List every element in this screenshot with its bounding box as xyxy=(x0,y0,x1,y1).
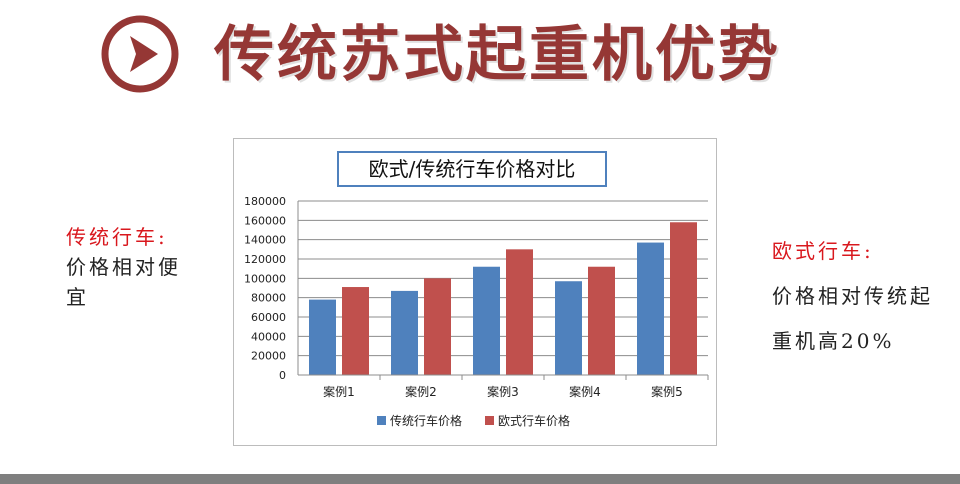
bar-traditional xyxy=(309,299,336,375)
y-tick-label: 20000 xyxy=(251,350,286,363)
y-tick-label: 80000 xyxy=(251,292,286,305)
bar-european xyxy=(670,222,697,375)
left-note-heading: 传统行车: xyxy=(66,225,168,249)
x-tick-label: 案例5 xyxy=(651,384,683,399)
x-tick-label: 案例3 xyxy=(487,384,519,399)
bar-traditional xyxy=(637,242,664,375)
chart-title: 欧式/传统行车价格对比 xyxy=(337,151,607,187)
bar-traditional xyxy=(473,266,500,375)
right-note-line-2: 重机高20% xyxy=(772,329,895,353)
x-tick-label: 案例2 xyxy=(405,384,437,399)
y-tick-label: 0 xyxy=(279,369,286,382)
bar-european xyxy=(424,278,451,375)
y-tick-label: 140000 xyxy=(244,234,286,247)
y-tick-label: 160000 xyxy=(244,214,286,227)
right-note: 欧式行车: 价格相对传统起 重机高20% xyxy=(772,229,957,364)
right-note-heading: 欧式行车: xyxy=(772,239,874,263)
bar-traditional xyxy=(555,281,582,375)
y-tick-label: 100000 xyxy=(244,272,286,285)
play-arrow-icon xyxy=(101,15,179,93)
bar-european xyxy=(342,287,369,375)
chart-plot: 0 20000 40000 60000 80000 100000 120000 140000 1… xyxy=(244,195,709,428)
legend-label: 欧式行车价格 xyxy=(498,413,570,428)
y-tick-label: 120000 xyxy=(244,253,286,266)
price-comparison-chart: 0 20000 40000 60000 80000 100000 120000 140000 1… xyxy=(233,138,717,446)
legend-swatch xyxy=(377,416,386,425)
y-tick-label: 180000 xyxy=(244,195,286,208)
footer-bar xyxy=(0,474,960,484)
x-tick-label: 案例1 xyxy=(323,384,355,399)
page-title: 传统苏式起重机优势 xyxy=(214,20,781,90)
legend-label: 传统行车价格 xyxy=(390,413,462,428)
right-note-line-1: 价格相对传统起 xyxy=(772,284,933,308)
y-tick-label: 60000 xyxy=(251,311,286,324)
x-tick-label: 案例4 xyxy=(569,384,601,399)
left-note: 传统行车: 价格相对便宜 xyxy=(66,222,200,312)
bar-traditional xyxy=(391,290,418,375)
legend-swatch xyxy=(485,416,494,425)
y-tick-label: 40000 xyxy=(251,330,286,343)
bar-european xyxy=(506,249,533,375)
bar-european xyxy=(588,266,615,375)
left-note-body: 价格相对便宜 xyxy=(66,255,181,309)
